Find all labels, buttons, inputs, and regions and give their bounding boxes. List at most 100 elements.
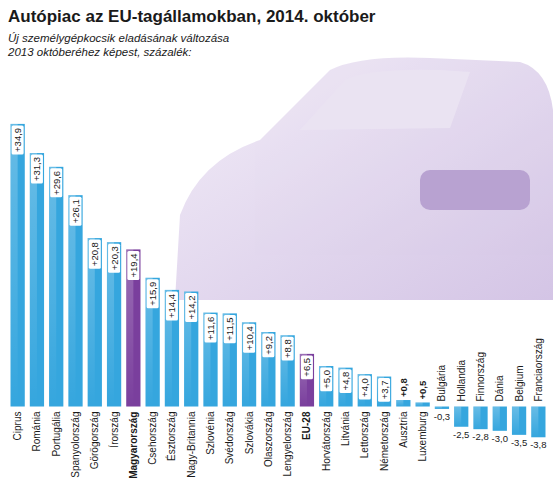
label-patch [31,155,43,184]
data-label: +9,2 [263,336,274,355]
bar [68,195,82,406]
data-label: +14,2 [186,296,197,320]
bar-shine [49,167,56,407]
bar [203,313,217,407]
category-label: Észtország [165,412,177,461]
subtitle: Új személygépkocsik eladásának változása [8,32,229,44]
data-label: +11,6 [205,317,216,340]
bar [493,407,507,431]
category-label: Svédország [224,412,235,465]
bar [165,290,179,407]
label-patch [185,293,197,322]
category-label: Magyarország [128,412,139,479]
category-label: Szlovákia [244,411,255,454]
data-label: +31,3 [31,157,42,181]
bar-shine [68,195,75,406]
category-label: Lengyelország [282,412,293,477]
bar-shine [512,407,519,435]
bar [300,354,314,407]
category-label: Litvánia [340,411,351,446]
bar-shine [416,402,423,406]
title: Autópiac az EU-tagállamokban, 2014. októ… [8,7,376,26]
category-label: Németország [379,412,390,471]
category-label: Hollandia [456,359,467,401]
data-label: +11,5 [224,317,235,340]
bar [11,124,25,407]
data-label: -2,8 [472,431,488,442]
label-patch [262,334,274,358]
category-label: Franciaország [533,338,544,401]
bar-shine [531,407,538,438]
label-patch [89,240,101,269]
label-patch [127,251,139,280]
bar [184,292,198,407]
bar-shine [11,124,18,407]
label-patch [243,324,255,353]
data-label: -3,8 [530,439,546,450]
category-label: Dánia [494,375,505,402]
bar [377,377,391,407]
bar [531,407,545,438]
label-patch [108,244,120,273]
label-patch [166,291,178,320]
label-patch [378,378,390,402]
bar [512,407,526,435]
label-patch [12,125,24,154]
bar-shine [396,400,403,406]
bar [338,368,352,407]
data-label: +5,0 [321,370,332,389]
bar [319,366,333,406]
data-label: -2,5 [453,429,469,440]
category-label: EU-28 [301,411,312,440]
label-patch [282,337,294,361]
bar [146,278,160,407]
data-label: +20,8 [89,242,100,266]
label-patch [359,376,371,400]
car-window [300,70,470,130]
bar [435,407,449,409]
category-label: Írország [108,412,120,448]
bar [49,167,63,407]
category-label: Szlovénia [205,411,216,455]
bar [281,335,295,406]
data-label: +19,4 [128,253,139,277]
car-grille [420,170,530,210]
data-label: +34,9 [12,128,23,152]
bar-shine [30,153,37,406]
bar [242,322,256,406]
background-car [175,58,553,301]
data-label: +4,8 [340,372,351,391]
data-label: +29,6 [51,171,62,195]
data-label: +14,4 [166,294,177,318]
category-label: Csehország [147,412,158,465]
category-label: Görögország [89,412,100,470]
bars [11,124,546,437]
bar-shine [454,407,461,427]
data-label: +4,0 [359,378,370,397]
bar [126,249,140,406]
bar [473,407,487,430]
bar [358,374,372,406]
data-label: +3,7 [379,381,390,400]
category-label: Spanyolország [70,412,81,478]
car-body [175,58,553,301]
chart: Autópiac az EU-tagállamokban, 2014. októ… [0,0,555,491]
category-label: Luxemburg [417,412,428,462]
category-label: Románia [31,411,42,451]
category-label: Lettország [359,412,370,459]
label-patch [50,168,62,197]
data-label: +6,5 [301,358,312,377]
data-label: +0,8 [398,378,409,397]
bar-shine [493,407,500,431]
label-patch [224,315,236,343]
data-label: -3,5 [511,437,527,448]
data-label: +15,9 [147,282,158,306]
label-patch [340,369,352,393]
data-label: +10,4 [244,326,255,350]
bar [88,238,102,406]
label-patch [147,279,159,308]
label-patch [70,197,82,226]
bar-shine [435,407,442,409]
bar [107,242,121,406]
category-label: Nagy-Britannia [186,411,197,478]
